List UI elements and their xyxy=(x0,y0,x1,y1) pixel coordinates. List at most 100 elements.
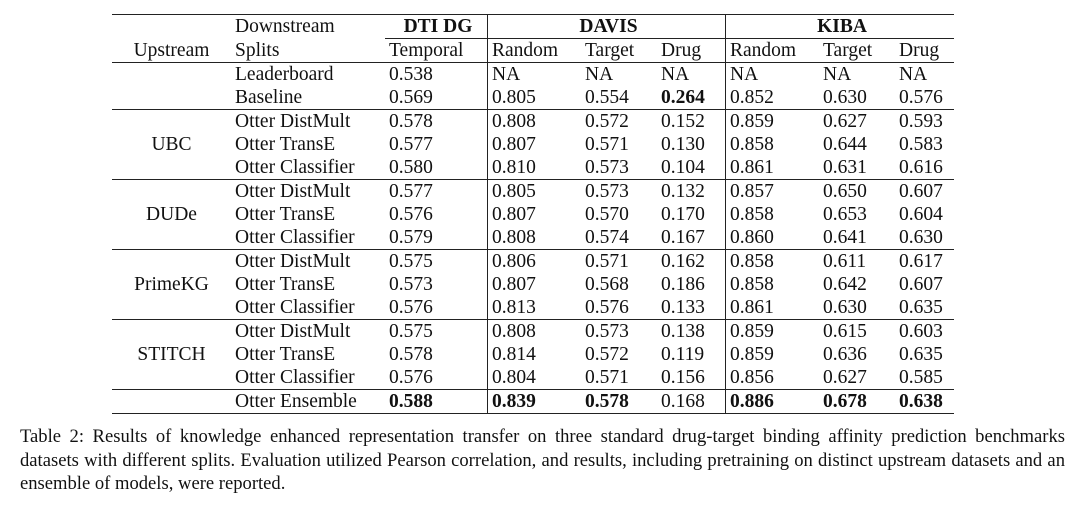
value-cell: 0.576 xyxy=(899,87,943,108)
value-cell: 0.630 xyxy=(823,297,867,318)
split-cell: Otter Classifier xyxy=(235,227,355,248)
table-row: PrimeKG Otter DistMult 0.575 0.806 0.571 0.16… xyxy=(112,249,954,320)
value-cell: 0.575 xyxy=(385,319,488,343)
value-cell: 0.573 xyxy=(581,179,657,203)
split-cell: Otter TransE xyxy=(235,274,336,295)
value-cell: 0.569 xyxy=(389,87,433,108)
value-cell: 0.839 xyxy=(487,389,581,414)
value-cell: 0.132 xyxy=(657,179,726,203)
value-cell: 0.653 xyxy=(823,204,867,225)
value-cell: 0.631 xyxy=(823,157,867,178)
value-cell: 0.578 xyxy=(389,344,433,365)
value-cell: 0.138 xyxy=(657,319,726,343)
value-cell: 0.573 xyxy=(585,157,629,178)
table-row: Otter Classifier 0.576 0.804 0.571 0.156 0.85… xyxy=(112,366,954,390)
split-cell: Otter DistMult xyxy=(231,179,385,203)
value-cell: 0.642 xyxy=(823,274,867,295)
value-cell: 0.573 xyxy=(389,274,433,295)
value-cell: 0.808 xyxy=(487,226,581,250)
value-cell: 0.627 xyxy=(823,367,867,388)
split-cell: Otter Classifier xyxy=(235,297,355,318)
value-cell: 0.886 xyxy=(725,389,819,414)
table-row: Otter Classifier 0.576 0.813 0.576 0.133 0.86… xyxy=(112,296,954,320)
value-cell: 0.813 xyxy=(487,296,581,320)
value-cell: 0.636 xyxy=(823,344,867,365)
value-cell: 0.806 xyxy=(487,249,581,273)
value-cell: 0.859 xyxy=(725,343,819,366)
value-cell: 0.603 xyxy=(895,319,954,343)
value-cell: 0.576 xyxy=(585,297,629,318)
value-cell: 0.576 xyxy=(389,367,433,388)
value-cell: 0.573 xyxy=(581,319,657,343)
value-cell: 0.579 xyxy=(389,227,433,248)
value-cell: 0.615 xyxy=(819,319,895,343)
value-cell: 0.856 xyxy=(725,366,819,390)
split-cell: Leaderboard xyxy=(231,62,385,86)
value-cell: 0.857 xyxy=(725,179,819,203)
value-cell: 0.807 xyxy=(487,133,581,156)
table-row: Otter Classifier 0.580 0.810 0.573 0.104 0.86… xyxy=(112,156,954,180)
value-cell: 0.635 xyxy=(899,344,943,365)
upstream-header: Upstream xyxy=(133,39,210,61)
value-cell: 0.570 xyxy=(585,204,629,225)
split-cell: Otter DistMult xyxy=(231,249,385,273)
value-cell: 0.805 xyxy=(487,86,581,110)
table-row: STITCH Otter DistMult 0.575 0.808 0.573 0.138… xyxy=(112,319,954,390)
value-cell: 0.861 xyxy=(725,156,819,180)
value-cell: 0.617 xyxy=(895,249,954,273)
value-cell: 0.119 xyxy=(661,344,705,365)
value-cell: 0.678 xyxy=(819,389,895,414)
value-cell: 0.808 xyxy=(487,109,581,133)
value-cell: 0.576 xyxy=(389,204,433,225)
subheader-davis-target: Target xyxy=(585,40,635,61)
value-cell: 0.152 xyxy=(657,109,726,133)
value-cell: 0.607 xyxy=(895,179,954,203)
value-cell: 0.577 xyxy=(385,179,488,203)
split-cell: Otter TransE xyxy=(235,344,336,365)
subheader-kiba-random: Random xyxy=(725,38,819,63)
value-cell: 0.858 xyxy=(725,203,819,226)
value-cell: 0.607 xyxy=(899,274,943,295)
value-cell: 0.571 xyxy=(581,249,657,273)
value-cell: 0.538 xyxy=(385,62,488,86)
upstream-cell: STITCH xyxy=(112,319,231,390)
value-cell: 0.860 xyxy=(725,226,819,250)
value-cell: 0.162 xyxy=(657,249,726,273)
value-cell: 0.641 xyxy=(823,227,867,248)
value-cell: NA xyxy=(657,62,726,86)
group-header-kiba: KIBA xyxy=(725,14,954,39)
value-cell: NA xyxy=(819,62,895,86)
upstream-cell: PrimeKG xyxy=(112,249,231,320)
upstream-cell xyxy=(112,62,231,86)
value-cell: 0.852 xyxy=(725,86,819,110)
upstream-cell xyxy=(112,86,231,110)
value-cell: 0.858 xyxy=(725,273,819,296)
value-cell: 0.585 xyxy=(899,367,943,388)
subheader-kiba-target: Target xyxy=(823,40,873,61)
table-row: Otter Ensemble 0.588 0.839 0.578 0.168 0.886 0… xyxy=(112,389,954,414)
value-cell: 0.807 xyxy=(487,273,581,296)
value-cell: 0.635 xyxy=(899,297,943,318)
table-row: Otter TransE 0.577 0.807 0.571 0.130 0.858 0.6… xyxy=(112,133,954,156)
splits-header: Splits xyxy=(235,39,280,61)
value-cell: 0.638 xyxy=(895,389,954,414)
results-table: Downstream DTI DG DAVIS KIBA Upstream Sp… xyxy=(112,14,954,414)
subheader-davis-random: Random xyxy=(487,38,581,63)
value-cell: 0.572 xyxy=(585,344,629,365)
value-cell: 0.186 xyxy=(661,274,705,295)
split-cell: Otter Classifier xyxy=(235,367,355,388)
table-row: Leaderboard 0.538 NA NA NA NA NA NA xyxy=(112,62,954,86)
table-caption: Table 2: Results of knowledge enhanced r… xyxy=(20,426,1065,494)
value-cell: 0.814 xyxy=(487,343,581,366)
value-cell: 0.168 xyxy=(657,389,726,414)
value-cell: 0.805 xyxy=(487,179,581,203)
split-cell: Baseline xyxy=(235,87,303,108)
value-cell: 0.571 xyxy=(585,134,629,155)
value-cell: 0.167 xyxy=(661,227,705,248)
table-row: Otter TransE 0.578 0.814 0.572 0.119 0.859 0.6… xyxy=(112,343,954,366)
value-cell: 0.583 xyxy=(899,134,943,155)
value-cell: 0.133 xyxy=(661,297,705,318)
value-cell: 0.627 xyxy=(819,109,895,133)
table-row: DUDe Otter DistMult 0.577 0.805 0.573 0.132 0.… xyxy=(112,179,954,250)
value-cell: 0.577 xyxy=(389,134,433,155)
